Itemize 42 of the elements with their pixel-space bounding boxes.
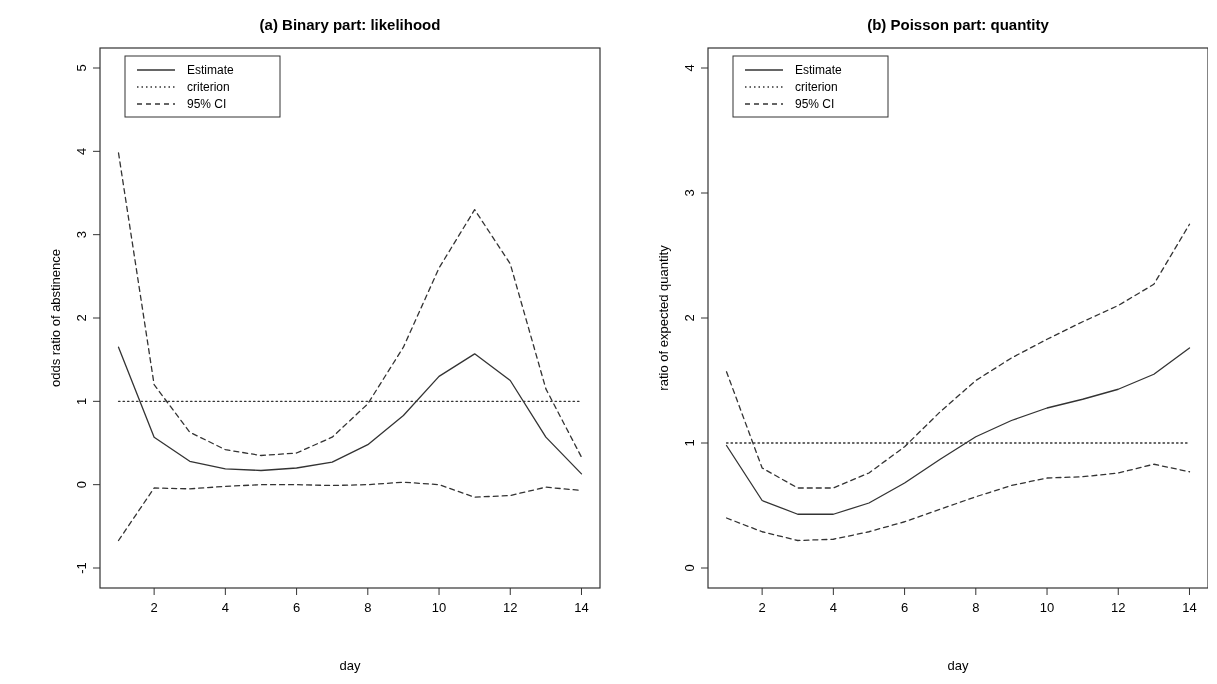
legend-label: 95% CI [795,97,835,111]
x-axis-title: day [947,658,969,673]
x-tick-label: 8 [364,600,372,615]
legend-label: 95% CI [187,97,227,111]
y-tick-label: 0 [682,564,697,572]
y-tick-label: 0 [74,481,89,489]
x-tick-label: 10 [1039,600,1055,615]
y-tick-label: 1 [74,397,89,405]
x-tick-label: 6 [900,600,909,615]
x-tick-label: 4 [221,600,229,615]
x-tick-label: 10 [431,600,447,615]
line-series [725,463,1191,542]
y-axis-title: odds ratio of abstinence [48,248,63,388]
x-tick-label: 8 [972,600,980,615]
legend-label: criterion [187,80,230,94]
y-axis-title: ratio of expected quantity [656,244,671,391]
line-series [117,346,583,475]
y-tick-label: 2 [74,314,89,322]
line-series [117,152,583,458]
x-tick-label: 2 [150,600,158,615]
x-axis-title: day [339,658,361,673]
chart-title: (a) Binary part: likelihood [259,16,441,33]
x-tick-label: 6 [292,600,301,615]
y-tick-label: 3 [682,189,697,197]
x-tick-label: 14 [574,600,589,615]
y-tick-label: 4 [74,147,89,155]
y-tick-label: 1 [682,439,697,447]
y-tick-label: 3 [74,231,89,239]
x-tick-label: 14 [1182,600,1197,615]
legend-label: Estimate [187,63,235,77]
y-tick-label: -1 [74,562,89,574]
x-tick-label: 12 [503,600,518,615]
x-tick-label: 2 [758,600,766,615]
x-tick-label: 12 [1111,600,1126,615]
line-series [725,223,1191,489]
legend-label: Estimate [795,63,843,77]
y-tick-label: 2 [682,314,697,322]
x-tick-label: 4 [829,600,837,615]
y-tick-label: 5 [74,64,89,72]
y-tick-label: 4 [682,64,697,72]
legend-label: criterion [795,80,838,94]
chart-title: (b) Poisson part: quantity [867,16,1050,33]
